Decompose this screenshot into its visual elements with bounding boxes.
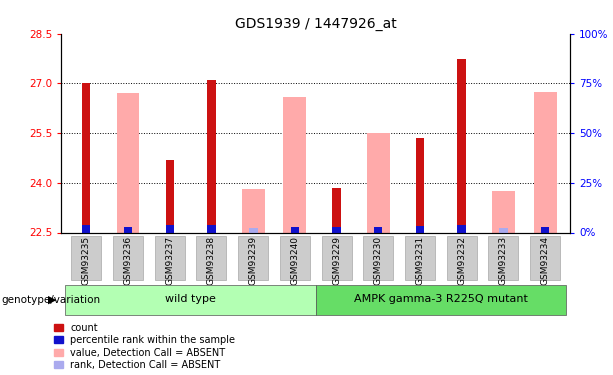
Legend: count, percentile rank within the sample, value, Detection Call = ABSENT, rank, : count, percentile rank within the sample… bbox=[54, 323, 235, 370]
Bar bbox=[166, 225, 174, 232]
FancyBboxPatch shape bbox=[447, 236, 477, 280]
FancyBboxPatch shape bbox=[196, 236, 226, 280]
Bar bbox=[367, 133, 390, 232]
Text: AMPK gamma-3 R225Q mutant: AMPK gamma-3 R225Q mutant bbox=[354, 294, 528, 304]
FancyBboxPatch shape bbox=[154, 236, 185, 280]
Bar bbox=[533, 92, 557, 232]
Bar bbox=[332, 188, 341, 232]
Bar bbox=[374, 226, 383, 232]
FancyBboxPatch shape bbox=[530, 236, 560, 280]
Text: GSM93229: GSM93229 bbox=[332, 236, 341, 285]
Text: genotype/variation: genotype/variation bbox=[2, 295, 101, 305]
Bar bbox=[166, 160, 174, 232]
Bar bbox=[457, 58, 466, 232]
Bar bbox=[541, 226, 549, 232]
Bar bbox=[499, 228, 508, 232]
Title: GDS1939 / 1447926_at: GDS1939 / 1447926_at bbox=[235, 17, 397, 32]
FancyBboxPatch shape bbox=[71, 236, 101, 280]
Bar bbox=[116, 93, 140, 232]
Bar bbox=[248, 228, 257, 232]
Text: wild type: wild type bbox=[165, 294, 216, 304]
Text: ▶: ▶ bbox=[48, 295, 56, 305]
Bar bbox=[82, 84, 91, 232]
Bar bbox=[457, 225, 466, 232]
FancyBboxPatch shape bbox=[280, 236, 310, 280]
FancyBboxPatch shape bbox=[66, 285, 316, 315]
Bar bbox=[207, 80, 216, 232]
Bar bbox=[283, 97, 306, 232]
FancyBboxPatch shape bbox=[322, 236, 352, 280]
Text: GSM93239: GSM93239 bbox=[249, 236, 257, 285]
Bar bbox=[291, 226, 299, 232]
Bar bbox=[492, 191, 515, 232]
Text: GSM93237: GSM93237 bbox=[166, 236, 174, 285]
FancyBboxPatch shape bbox=[364, 236, 394, 280]
Text: GSM93230: GSM93230 bbox=[374, 236, 383, 285]
Bar bbox=[124, 226, 132, 232]
Bar bbox=[82, 225, 91, 232]
Text: GSM93231: GSM93231 bbox=[416, 236, 424, 285]
FancyBboxPatch shape bbox=[405, 236, 435, 280]
Bar bbox=[332, 226, 341, 232]
Text: GSM93234: GSM93234 bbox=[541, 236, 550, 285]
Bar bbox=[207, 225, 216, 232]
Text: GSM93238: GSM93238 bbox=[207, 236, 216, 285]
Text: GSM93235: GSM93235 bbox=[82, 236, 91, 285]
Bar bbox=[242, 189, 265, 232]
Text: GSM93232: GSM93232 bbox=[457, 236, 466, 285]
FancyBboxPatch shape bbox=[489, 236, 519, 280]
Text: GSM93240: GSM93240 bbox=[291, 236, 299, 285]
FancyBboxPatch shape bbox=[316, 285, 566, 315]
Bar bbox=[416, 138, 424, 232]
Text: GSM93233: GSM93233 bbox=[499, 236, 508, 285]
Text: GSM93236: GSM93236 bbox=[124, 236, 132, 285]
FancyBboxPatch shape bbox=[113, 236, 143, 280]
FancyBboxPatch shape bbox=[238, 236, 268, 280]
Bar bbox=[416, 226, 424, 232]
